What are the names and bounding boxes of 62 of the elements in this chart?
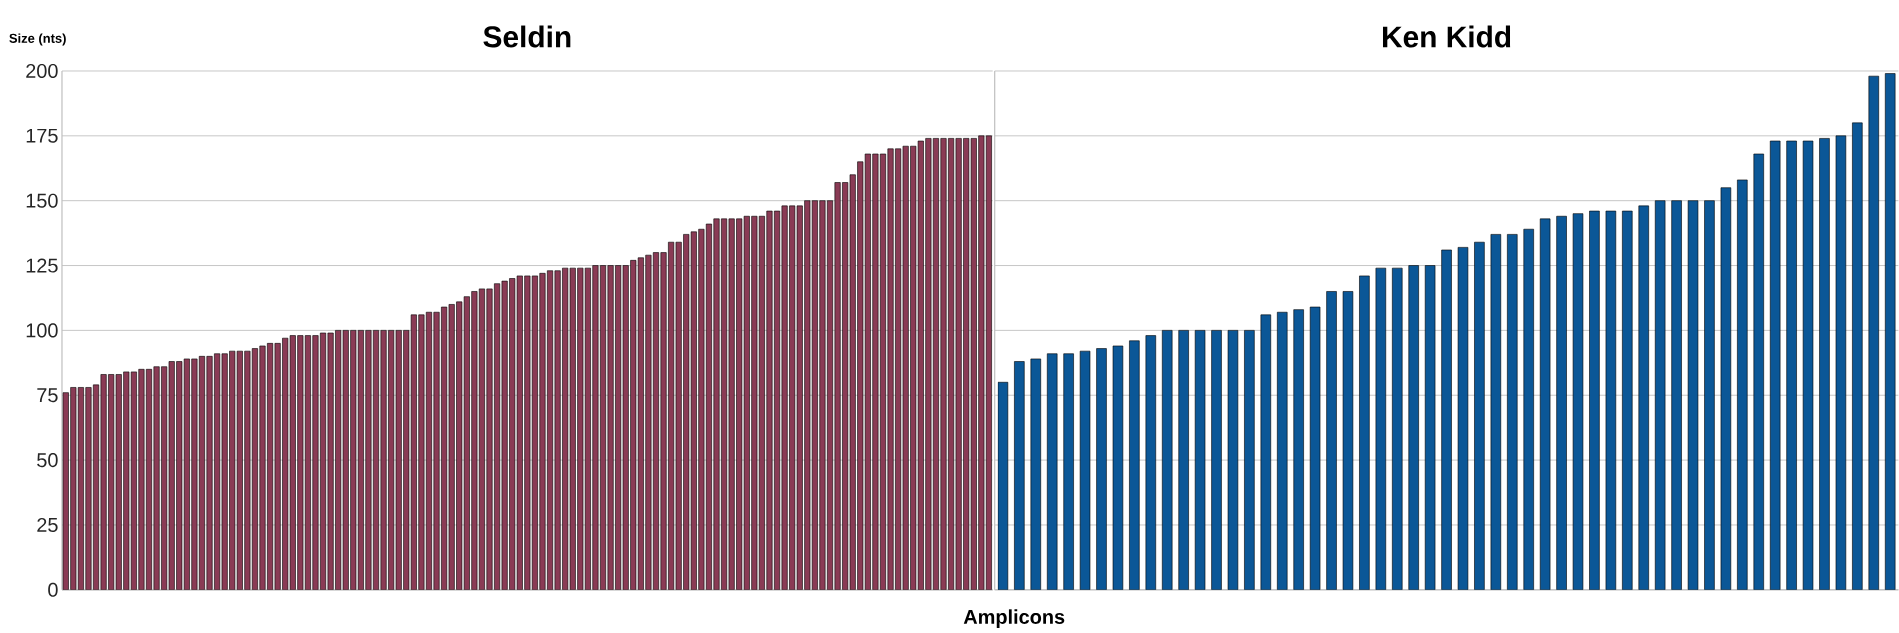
bar — [1162, 330, 1173, 590]
bar — [766, 210, 773, 590]
bar — [1244, 330, 1255, 590]
y-tick-label: 100 — [26, 323, 58, 338]
bar — [1523, 229, 1534, 590]
y-tick-label: 200 — [26, 64, 58, 79]
bar — [365, 330, 372, 590]
y-tick-label: 25 — [37, 518, 58, 533]
y-tick-label: 50 — [37, 453, 58, 468]
bar — [433, 312, 440, 590]
bar — [1671, 200, 1682, 590]
bar — [940, 138, 947, 590]
y-tick-label: 125 — [26, 258, 58, 273]
y-tick-label: 150 — [26, 193, 58, 208]
x-axis-title: Amplicons — [963, 609, 1065, 628]
bar — [1868, 75, 1879, 590]
bar — [1178, 330, 1189, 590]
bar — [1129, 340, 1140, 590]
bar — [1638, 205, 1649, 590]
chart-title: Ken Kidd — [1382, 25, 1511, 48]
bar — [1063, 353, 1074, 590]
chart-title: Seldin — [483, 25, 571, 48]
bar — [259, 345, 266, 590]
bar — [1753, 153, 1764, 590]
bar — [1819, 138, 1830, 590]
bar — [1408, 265, 1419, 590]
bar — [1211, 330, 1222, 590]
y-tick-label: 0 — [48, 582, 58, 597]
bar — [660, 252, 667, 590]
bar — [153, 366, 160, 590]
bar — [1589, 210, 1600, 590]
bar — [1392, 267, 1403, 590]
y-tick-label: 75 — [37, 388, 58, 403]
bar — [1737, 179, 1748, 590]
bar — [1474, 241, 1485, 590]
y-axis-title: Size (nts) — [9, 33, 66, 46]
bar — [1014, 361, 1025, 590]
bar — [380, 330, 387, 590]
bar — [1852, 122, 1863, 590]
bar — [1441, 249, 1452, 590]
y-tick-label: 175 — [26, 128, 58, 143]
bar — [1096, 348, 1107, 590]
bar — [819, 200, 826, 590]
bar — [887, 148, 894, 590]
bar — [138, 369, 145, 590]
bar — [1786, 140, 1797, 590]
bar — [1359, 275, 1370, 590]
bar — [1622, 210, 1633, 590]
bar — [206, 356, 213, 590]
bar — [1030, 358, 1042, 590]
bar — [1556, 216, 1567, 590]
bar — [713, 218, 720, 590]
bar — [85, 387, 92, 590]
bar — [1277, 312, 1288, 590]
bar — [1293, 309, 1304, 590]
bar — [1326, 291, 1337, 590]
bar — [539, 273, 546, 590]
bar — [592, 265, 599, 590]
bar — [1507, 234, 1518, 590]
bar — [486, 288, 493, 590]
bar — [1704, 200, 1715, 590]
bar — [312, 335, 319, 590]
